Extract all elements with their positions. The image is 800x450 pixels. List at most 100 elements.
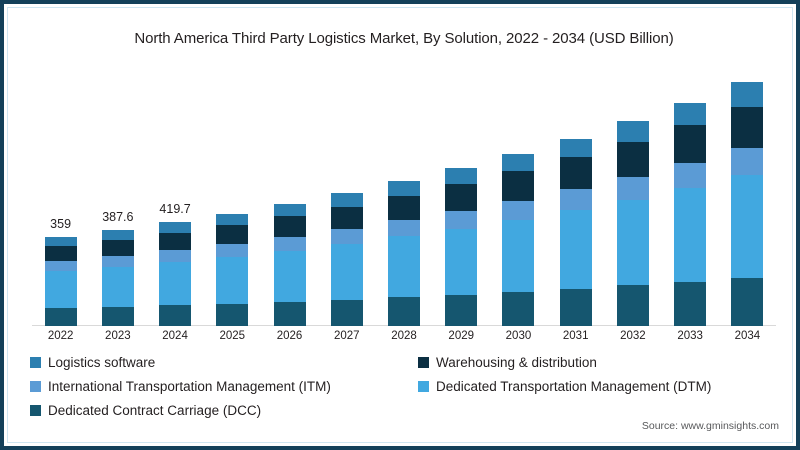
bar-column: [662, 102, 719, 326]
bar-segment: [216, 256, 249, 304]
bar-segment: [216, 224, 249, 244]
bar-segment: [445, 168, 478, 185]
bar-stack: [388, 181, 420, 326]
bar-stack: [159, 222, 192, 326]
bar-segment: [44, 246, 77, 262]
x-tick-label-2031: 2031: [562, 330, 589, 342]
bar-segment: [731, 277, 764, 326]
bar-segment: [674, 163, 707, 188]
legend-item[interactable]: Dedicated Transportation Management (DTM…: [418, 380, 711, 394]
bar-column: [32, 237, 89, 326]
bar-segment: [330, 229, 363, 244]
legend-item[interactable]: Warehousing & distribution: [418, 356, 597, 370]
bar-segment: [559, 157, 592, 190]
bar-segment: [159, 250, 192, 262]
bar-column: [204, 213, 261, 326]
bar-stack: [674, 102, 707, 326]
x-tick-label-2029: 2029: [448, 330, 475, 342]
x-axis-tick-labels: 2022 2023 2024 2025 2026 2027 2028 2029 2030 2031…: [32, 330, 776, 348]
bar-stack: [445, 168, 478, 326]
x-tick-label-2022: 2022: [47, 330, 74, 342]
bar-stack: [273, 203, 306, 326]
bar-column: [490, 154, 547, 326]
legend-label: Dedicated Contract Carriage (DCC): [48, 403, 262, 418]
bar-segment: [44, 271, 77, 309]
bar-segment: [216, 243, 249, 257]
x-tick-label-2028: 2028: [391, 330, 417, 342]
bar-segment: [445, 211, 478, 229]
bar-column: [261, 203, 318, 326]
bar-column: [376, 181, 433, 326]
bar-segment: [731, 106, 764, 149]
bar-segment: [44, 261, 77, 272]
legend-label: Warehousing & distribution: [436, 355, 597, 370]
x-tick-label-2032: 2032: [620, 330, 646, 342]
bar-segment: [559, 189, 592, 210]
legend-swatch-icon: [30, 405, 41, 417]
bar-segment: [674, 102, 707, 126]
bar-stack: [731, 82, 764, 326]
bar-segment: [101, 306, 134, 326]
bar-segment: [159, 232, 192, 251]
bar-value-label: 419.7: [159, 202, 191, 217]
bar-segment: [101, 266, 134, 307]
bar-column: [547, 138, 604, 326]
bar-value-label: 359: [50, 217, 72, 232]
bar-segment: [273, 301, 306, 326]
x-tick-label-2023: 2023: [105, 330, 131, 342]
bar-stack: [330, 193, 363, 326]
bar-column: [318, 193, 375, 326]
bar-column: [147, 222, 204, 326]
bar-value-label: 387.6: [102, 210, 134, 225]
bar-stack: [101, 230, 134, 326]
x-tick-label-2025: 2025: [219, 330, 246, 342]
bar-segment: [101, 239, 134, 257]
bar-segment: [502, 219, 535, 292]
bar-segment: [330, 299, 363, 326]
legend-swatch-icon: [30, 381, 41, 393]
chart-title: North America Third Party Logistics Mark…: [134, 30, 674, 47]
legend-swatch-icon: [418, 357, 429, 369]
x-tick-label-2033: 2033: [677, 330, 703, 342]
bar-segment: [273, 203, 306, 217]
bar-segment: [559, 138, 592, 158]
bar-segment: [388, 220, 420, 237]
bar-segment: [502, 154, 535, 172]
bar-segment: [388, 181, 420, 196]
bar-segment: [502, 200, 535, 220]
bar-stack: [216, 213, 249, 326]
bar-segment: [445, 294, 478, 326]
legend-label: Logistics software: [48, 355, 156, 370]
bar-column: [719, 82, 776, 326]
bar-column: [433, 168, 490, 326]
bar-segment: [101, 256, 134, 267]
bar-stack: [502, 154, 535, 326]
bar-segment: [216, 213, 249, 225]
bar-segment: [388, 195, 420, 221]
bar-stack: [616, 121, 649, 326]
bar-segment: [616, 141, 649, 177]
bar-segment: [330, 193, 363, 207]
bar-segment: [159, 261, 192, 306]
legend-item[interactable]: Dedicated Contract Carriage (DCC): [30, 404, 261, 418]
x-tick-label-2030: 2030: [505, 330, 532, 342]
bar-segment: [674, 125, 707, 164]
bar-column: [604, 121, 661, 326]
bar-segment: [388, 236, 420, 298]
bar-segment: [616, 285, 649, 326]
bar-segment: [445, 228, 478, 295]
legend-label: International Transportation Management …: [48, 379, 331, 394]
bar-segment: [616, 199, 649, 286]
legend-item[interactable]: International Transportation Management …: [30, 380, 331, 394]
bar-segment: [44, 308, 77, 326]
bar-segment: [674, 187, 707, 282]
bar-segment: [159, 222, 192, 233]
bar-segment: [216, 303, 249, 326]
bar-segment: [273, 236, 306, 251]
x-tick-label-2024: 2024: [162, 330, 188, 342]
x-tick-label-2026: 2026: [276, 330, 303, 342]
bar-segment: [502, 291, 535, 326]
legend-item[interactable]: Logistics software: [30, 356, 155, 370]
bar-segment: [559, 288, 592, 326]
